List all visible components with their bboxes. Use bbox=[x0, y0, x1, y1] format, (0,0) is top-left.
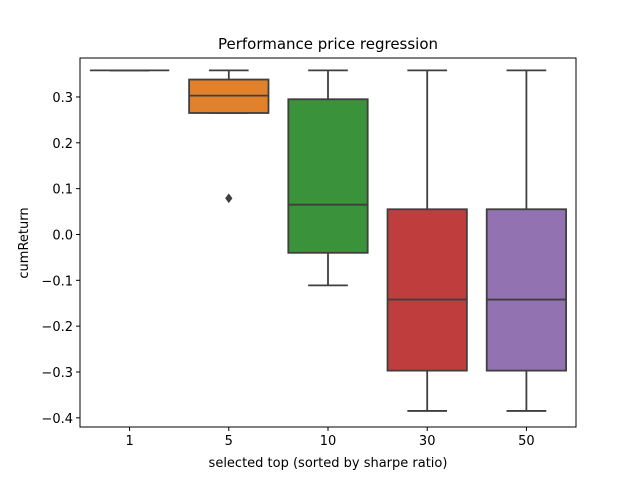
y-tick-label: −0.4 bbox=[41, 412, 73, 427]
chart-title: Performance price regression bbox=[218, 35, 438, 53]
box-iqr bbox=[386, 208, 468, 372]
x-axis-label: selected top (sorted by sharpe ratio) bbox=[209, 456, 448, 471]
y-tick-label: 0.0 bbox=[52, 228, 73, 243]
x-tick-label: 30 bbox=[419, 434, 436, 449]
box-group-30 bbox=[386, 69, 468, 412]
box-group-50 bbox=[485, 69, 567, 412]
y-tick-label: 0.2 bbox=[52, 137, 73, 152]
boxes-layer bbox=[89, 69, 567, 412]
y-tick-label: 0.3 bbox=[52, 91, 73, 106]
box-iqr bbox=[485, 208, 567, 372]
ticks-layer: 0.3 0.2 0.1 0.0 −0.1 −0.2 −0.3 −0.4 1 5 10 30 50 bbox=[41, 91, 534, 449]
box-iqr bbox=[287, 98, 369, 254]
x-tick-label: 10 bbox=[320, 434, 337, 449]
x-tick-label: 50 bbox=[518, 434, 535, 449]
y-tick-label: −0.1 bbox=[41, 274, 73, 289]
box-group-5 bbox=[188, 69, 270, 204]
plot-frame bbox=[79, 57, 577, 428]
y-tick-label: −0.3 bbox=[41, 366, 73, 381]
y-tick-label: 0.1 bbox=[52, 183, 73, 198]
x-tick-label: 1 bbox=[125, 434, 133, 449]
outlier-point bbox=[225, 193, 233, 204]
box-group-10 bbox=[287, 69, 369, 287]
y-tick-label: −0.2 bbox=[41, 320, 73, 335]
y-axis-label: cumReturn bbox=[17, 207, 32, 278]
x-tick-label: 5 bbox=[225, 434, 233, 449]
